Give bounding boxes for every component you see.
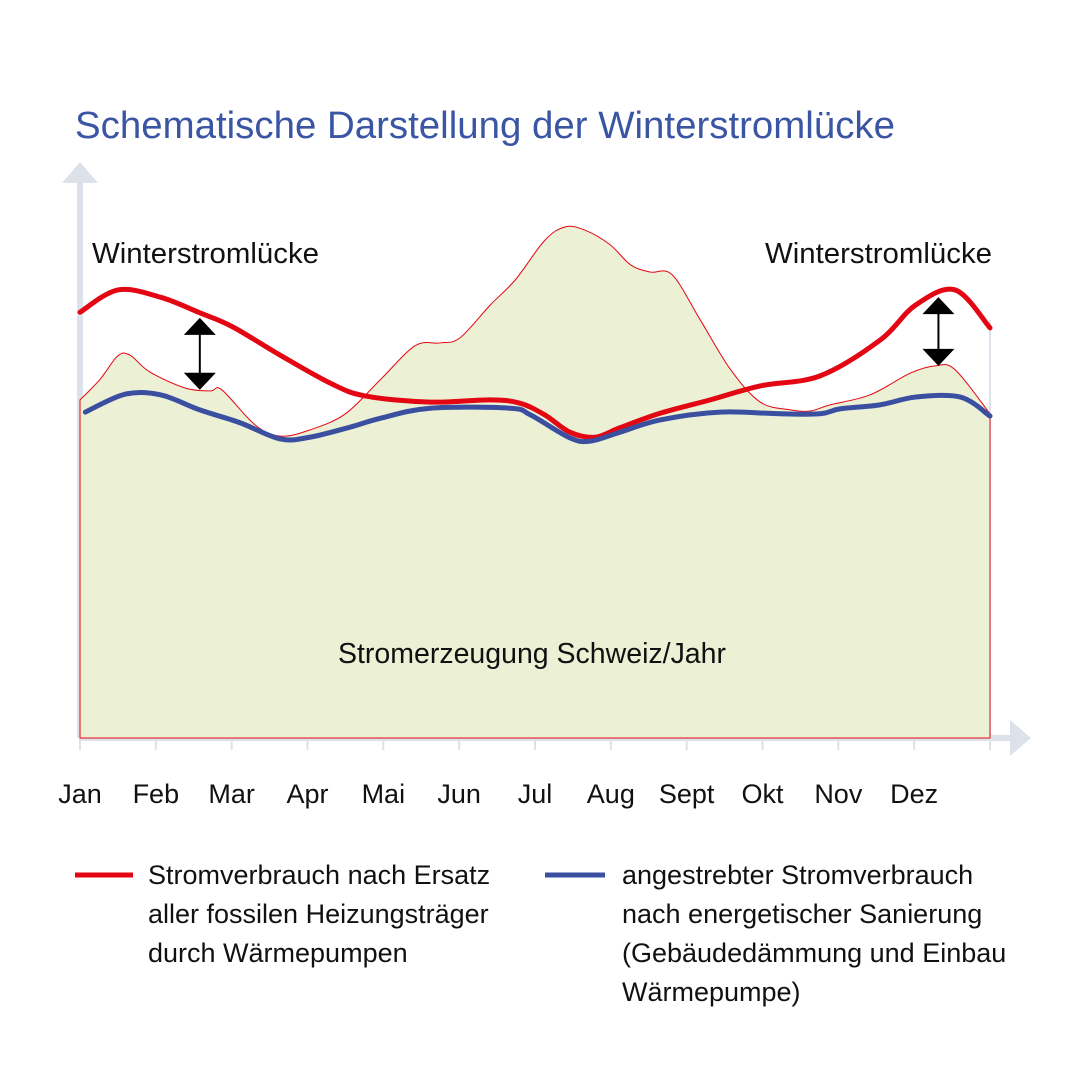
x-tick-label: Dez — [890, 779, 938, 809]
annotation-right: Winterstromlücke — [765, 238, 992, 270]
y-axis-arrowhead — [62, 162, 98, 183]
gap-arrows — [183, 297, 955, 390]
legend-text-blue: angestrebter Stromverbrauch nach energet… — [622, 860, 1014, 1007]
annotation-left: Winterstromlücke — [92, 238, 319, 270]
x-tick-label: Sept — [659, 779, 715, 809]
series-line-red — [77, 286, 993, 440]
x-tick-label: Jan — [58, 779, 102, 809]
chart-title: Schematische Darstellung der Winterstrom… — [75, 105, 895, 147]
x-tick-labels: Jan Feb Mar Apr Mai Jun Jul Aug Sept Okt Nov Dez — [58, 779, 938, 809]
series-line-blue — [82, 389, 993, 445]
x-tick-label: Apr — [286, 779, 328, 809]
x-tick-label: Jun — [437, 779, 481, 809]
x-tick-label: Aug — [587, 779, 635, 809]
x-tick-label: Mar — [208, 779, 255, 809]
legend: Stromverbrauch nach Ersatz aller fossile… — [75, 860, 1014, 1007]
x-axis-arrowhead — [1010, 720, 1031, 756]
stromerzeugung-area — [79, 225, 991, 739]
x-tick-label: Feb — [133, 779, 180, 809]
x-tick-label: Nov — [814, 779, 863, 809]
x-tick-label: Mai — [362, 779, 406, 809]
double-arrow-icon — [183, 317, 216, 390]
x-tick-label: Okt — [741, 779, 784, 809]
x-tick-label: Jul — [518, 779, 553, 809]
area-label: Stromerzeugung Schweiz/Jahr — [338, 638, 726, 670]
double-arrow-icon — [922, 297, 955, 366]
legend-text-red: Stromverbrauch nach Ersatz aller fossile… — [148, 860, 498, 968]
